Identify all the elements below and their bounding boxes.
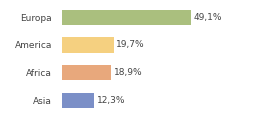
Bar xyxy=(62,10,191,25)
Text: 18,9%: 18,9% xyxy=(114,68,143,77)
Bar xyxy=(62,65,111,80)
Text: 49,1%: 49,1% xyxy=(194,13,222,22)
Text: 12,3%: 12,3% xyxy=(97,96,125,105)
Bar xyxy=(62,93,94,108)
Bar xyxy=(62,37,114,53)
Text: 19,7%: 19,7% xyxy=(116,41,145,49)
